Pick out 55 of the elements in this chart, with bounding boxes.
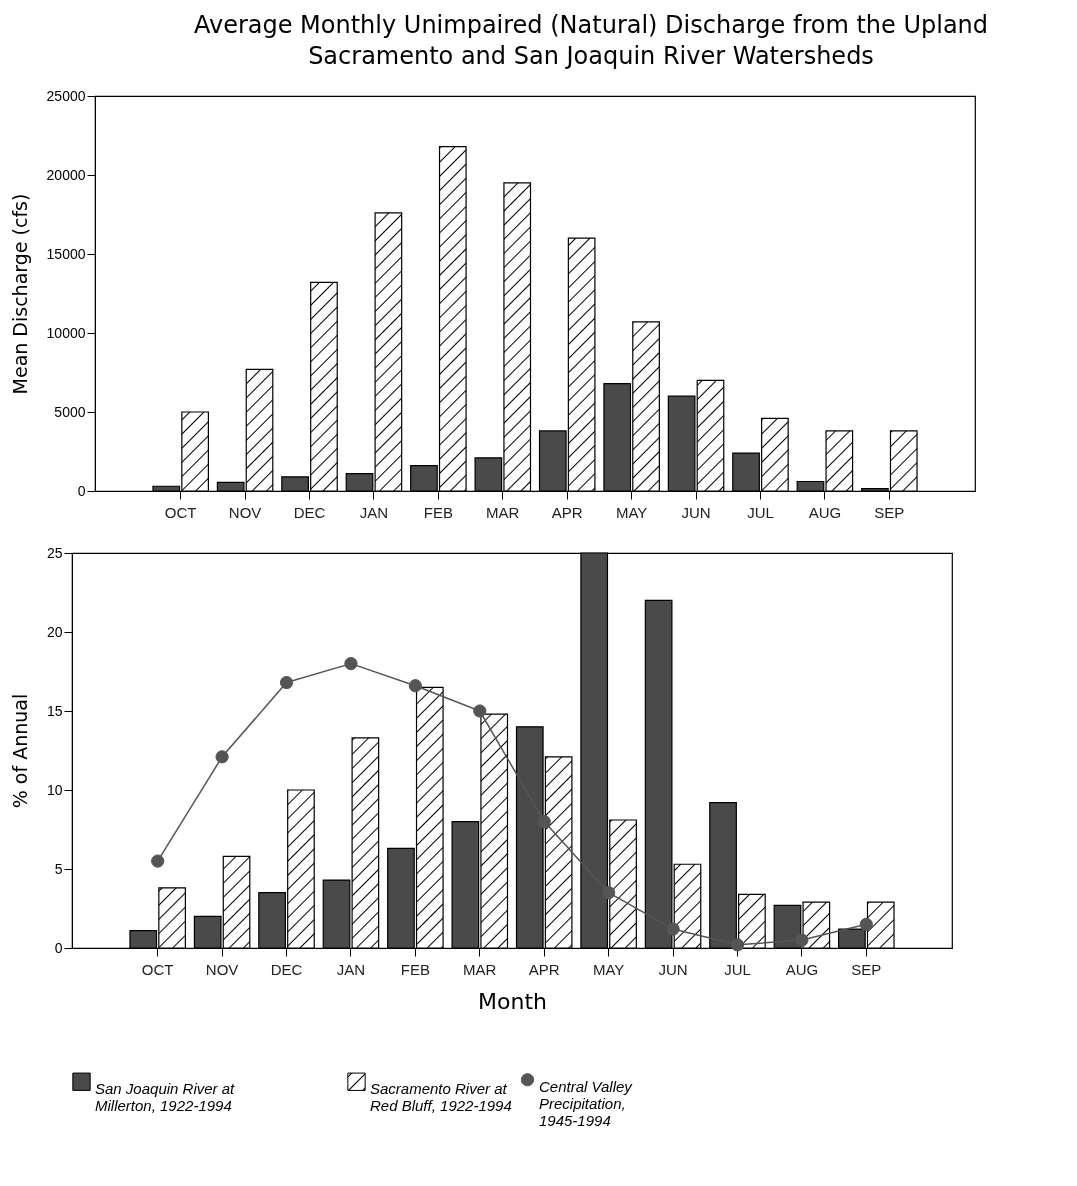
x-tick-label: JUN <box>658 960 688 978</box>
x-tick-label: FEB <box>400 960 430 978</box>
point <box>795 933 809 948</box>
x-tick-label: MAY <box>615 503 648 521</box>
x-tick-label: MAR <box>486 503 520 521</box>
y-tick-label: 25000 <box>46 87 86 104</box>
legend-label: Sacramento River at Red Bluff, 1922-1994 <box>370 1080 512 1115</box>
point <box>279 676 294 690</box>
point <box>344 657 358 671</box>
y-axis-title: Mean Discharge (cfs) <box>8 193 31 395</box>
x-tick-label: MAY <box>592 960 625 978</box>
legend-label: Central Valley Precipitation, 1945-1994 <box>539 1078 634 1130</box>
x-tick-label: DEC <box>270 960 303 978</box>
point <box>215 750 229 764</box>
x-tick-label: SEP <box>851 960 882 978</box>
x-tick-label: SEP <box>874 503 905 521</box>
x-tick-label: OCT <box>141 960 174 978</box>
y-tick-label: 10 <box>46 781 63 798</box>
x-tick-label: FEB <box>423 503 453 521</box>
x-tick-label: JAN <box>359 503 389 521</box>
y-tick-label: 5000 <box>54 403 86 420</box>
point <box>537 815 551 829</box>
point <box>859 918 873 932</box>
x-axis-title: Month <box>478 988 547 1014</box>
point <box>602 886 616 900</box>
x-tick-label: JUL <box>747 503 774 521</box>
x-tick-label: NOV <box>205 960 239 978</box>
y-tick-label: 0 <box>54 939 63 956</box>
y-tick-label: 15000 <box>46 245 86 262</box>
y-tick-label: 5 <box>54 860 63 877</box>
point <box>666 922 680 937</box>
x-tick-label: JAN <box>336 960 366 978</box>
x-tick-label: JUL <box>724 960 751 978</box>
x-tick-label: OCT <box>164 503 197 521</box>
x-tick-label: JUN <box>681 503 711 521</box>
x-tick-label: APR <box>528 960 560 978</box>
y-tick-label: 10000 <box>46 324 86 341</box>
point <box>730 938 745 952</box>
y-tick-label: 20000 <box>46 166 86 183</box>
y-tick-label: 25 <box>46 544 63 561</box>
x-tick-label: AUG <box>808 503 842 521</box>
y-axis-title: % of Annual <box>8 694 31 809</box>
x-tick-label: AUG <box>785 960 819 978</box>
y-tick-label: 0 <box>77 482 86 499</box>
x-tick-label: APR <box>551 503 583 521</box>
y-tick-label: 20 <box>46 623 63 640</box>
point <box>473 704 487 718</box>
point <box>151 854 165 869</box>
x-tick-label: MAR <box>463 960 497 978</box>
y-tick-label: 15 <box>46 702 63 719</box>
x-tick-label: NOV <box>228 503 262 521</box>
point <box>408 679 422 693</box>
x-tick-label: DEC <box>293 503 326 521</box>
chart-title: Average Monthly Unimpaired (Natural) Discharge from the Upland Sacramento and San Joaquin River Watersheds <box>192 10 990 73</box>
legend-label: San Joaquin River at Millerton, 1922-1994 <box>95 1080 236 1115</box>
